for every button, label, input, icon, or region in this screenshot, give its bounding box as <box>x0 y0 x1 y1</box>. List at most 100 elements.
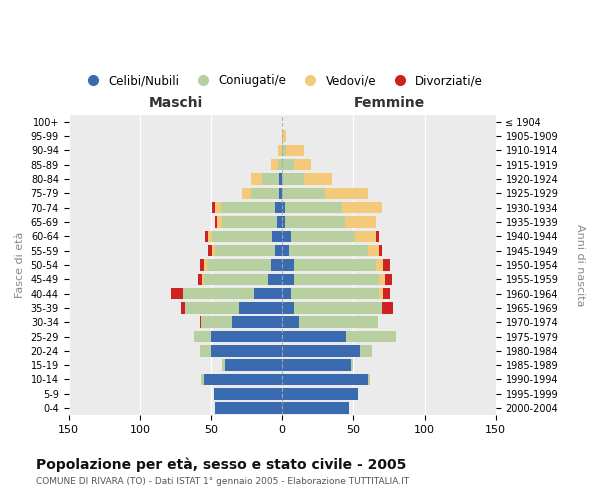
Bar <box>282 159 293 170</box>
Bar <box>275 202 282 213</box>
Bar <box>212 202 215 213</box>
Bar <box>350 360 353 371</box>
Bar <box>282 360 350 371</box>
Bar <box>214 388 282 400</box>
Bar <box>299 316 377 328</box>
Bar <box>202 274 204 285</box>
Bar <box>282 374 368 385</box>
Bar <box>282 402 349 414</box>
Bar <box>217 216 223 228</box>
Bar <box>200 259 204 270</box>
Bar <box>268 274 282 285</box>
Bar <box>208 245 212 256</box>
Bar <box>200 345 211 356</box>
Bar <box>376 259 383 270</box>
Text: Femmine: Femmine <box>353 96 425 110</box>
Bar <box>282 230 291 242</box>
Bar <box>285 216 345 228</box>
Bar <box>282 316 299 328</box>
Bar <box>282 130 286 142</box>
Bar <box>271 259 282 270</box>
Text: Popolazione per età, sesso e stato civile - 2005: Popolazione per età, sesso e stato civil… <box>36 458 406 472</box>
Bar <box>204 259 207 270</box>
Bar <box>282 144 286 156</box>
Bar <box>221 202 275 213</box>
Bar <box>379 274 385 285</box>
Text: Maschi: Maschi <box>148 96 203 110</box>
Bar <box>368 374 370 385</box>
Bar <box>361 345 372 356</box>
Bar <box>293 274 379 285</box>
Bar <box>271 159 278 170</box>
Bar <box>280 188 282 199</box>
Bar <box>286 144 304 156</box>
Bar <box>242 188 251 199</box>
Bar <box>289 245 368 256</box>
Bar <box>379 245 382 256</box>
Bar <box>280 174 282 184</box>
Bar <box>204 274 268 285</box>
Bar <box>282 274 293 285</box>
Bar <box>215 245 275 256</box>
Bar <box>285 202 342 213</box>
Bar <box>185 302 239 314</box>
Bar <box>262 174 280 184</box>
Bar <box>211 345 282 356</box>
Bar <box>278 144 282 156</box>
Bar <box>282 188 325 199</box>
Bar <box>251 174 262 184</box>
Bar <box>208 230 212 242</box>
Bar <box>376 230 379 242</box>
Bar <box>293 259 376 270</box>
Bar <box>342 202 382 213</box>
Bar <box>211 331 282 342</box>
Bar <box>282 202 285 213</box>
Bar <box>282 302 293 314</box>
Bar <box>282 345 361 356</box>
Bar <box>194 331 211 342</box>
Bar <box>282 216 285 228</box>
Bar <box>355 230 376 242</box>
Bar <box>282 174 304 184</box>
Bar <box>207 259 271 270</box>
Bar <box>182 288 254 300</box>
Bar <box>383 259 391 270</box>
Bar <box>368 245 379 256</box>
Bar <box>282 259 293 270</box>
Bar <box>291 230 355 242</box>
Bar <box>282 331 346 342</box>
Bar <box>379 288 383 300</box>
Bar <box>346 331 396 342</box>
Bar <box>201 374 204 385</box>
Bar <box>223 216 277 228</box>
Bar <box>385 274 392 285</box>
Bar <box>212 245 215 256</box>
Bar <box>304 174 332 184</box>
Bar <box>282 245 289 256</box>
Bar <box>282 388 358 400</box>
Bar <box>215 216 217 228</box>
Bar <box>215 402 282 414</box>
Bar <box>254 288 282 300</box>
Bar <box>293 302 382 314</box>
Text: COMUNE DI RIVARA (TO) - Dati ISTAT 1° gennaio 2005 - Elaborazione TUTTITALIA.IT: COMUNE DI RIVARA (TO) - Dati ISTAT 1° ge… <box>36 478 409 486</box>
Bar <box>201 316 232 328</box>
Bar <box>293 159 311 170</box>
Bar <box>200 316 201 328</box>
Bar <box>272 230 282 242</box>
Bar <box>223 360 225 371</box>
Bar <box>345 216 376 228</box>
Bar <box>205 230 208 242</box>
Bar <box>198 274 202 285</box>
Y-axis label: Fasce di età: Fasce di età <box>15 232 25 298</box>
Legend: Celibi/Nubili, Coniugati/e, Vedovi/e, Divorziati/e: Celibi/Nubili, Coniugati/e, Vedovi/e, Di… <box>77 70 488 92</box>
Bar <box>383 288 391 300</box>
Bar <box>204 374 282 385</box>
Bar <box>171 288 182 300</box>
Bar <box>225 360 282 371</box>
Bar <box>277 216 282 228</box>
Bar <box>232 316 282 328</box>
Bar <box>275 245 282 256</box>
Bar <box>382 302 393 314</box>
Y-axis label: Anni di nascita: Anni di nascita <box>575 224 585 306</box>
